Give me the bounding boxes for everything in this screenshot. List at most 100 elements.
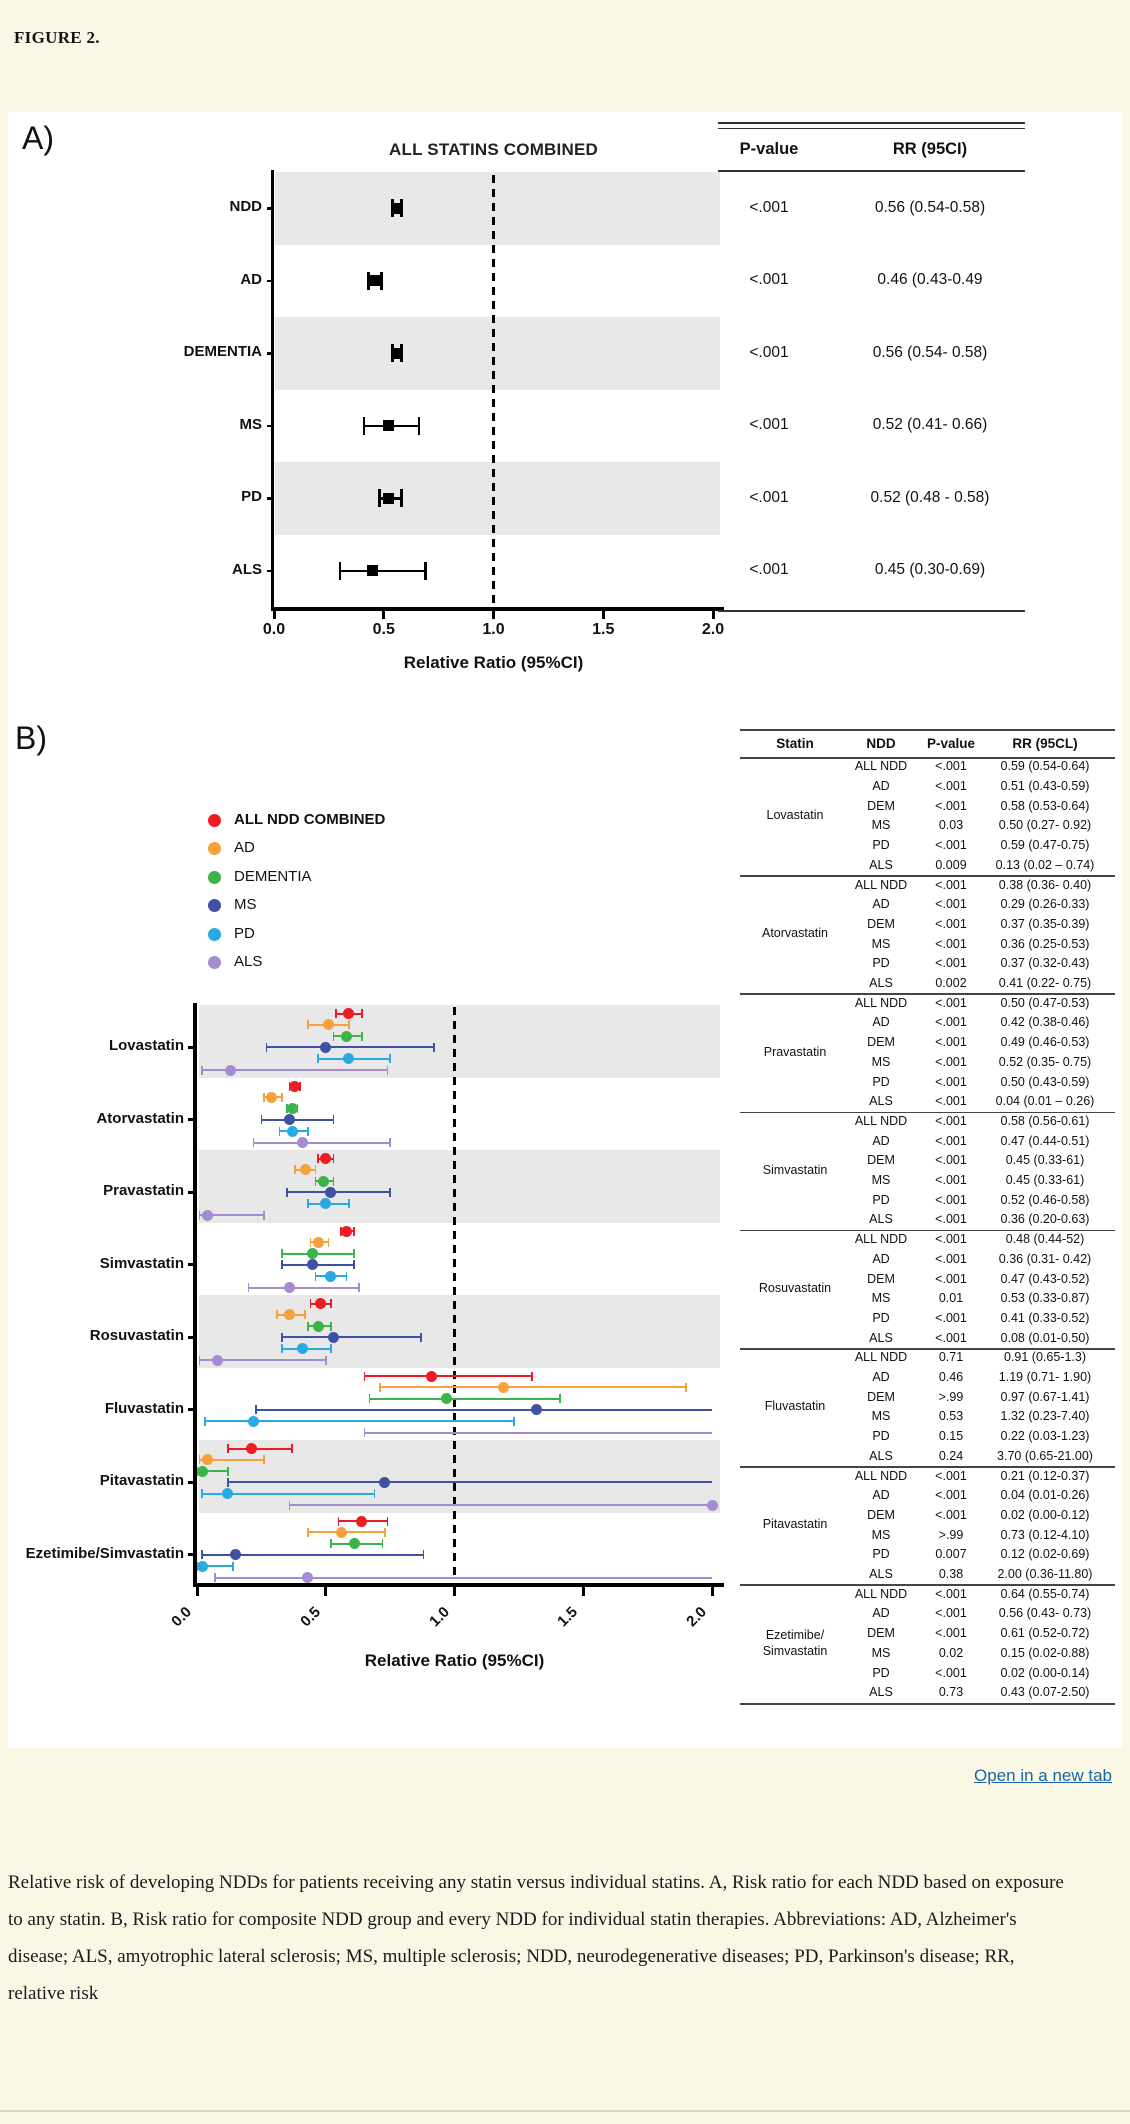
table-cell-rr: 2.00 (0.36-11.80) [997,1567,1093,1582]
ci-cap [353,1249,355,1259]
ci-cap [281,1344,283,1354]
y-axis-tick [188,1263,197,1267]
marker-square [369,275,381,287]
table-cell-pvalue: <.001 [935,1094,967,1109]
table-cell-rr: 0.29 (0.26-0.33) [1000,897,1090,912]
ci-cap [198,1210,201,1220]
table-cell-rr: 0.41 (0.33-0.52) [1000,1310,1090,1325]
x-tick-label: 0.5 [372,621,395,638]
open-in-new-tab-link[interactable]: Open in a new tab [974,1766,1112,1785]
table-cell-pvalue: <.001 [935,956,967,971]
table-cell-pvalue: <.001 [935,877,967,892]
ci-cap [281,1332,283,1342]
marker-dot [284,1309,296,1321]
marker-dot [325,1186,337,1198]
table-cell-statin: Simvastatin [762,1162,828,1177]
table-rule [740,757,1115,759]
ci-cap [386,1065,389,1075]
ci-cap [353,1260,355,1270]
row-label: DEMENTIA [183,343,262,361]
ci-cap [198,1355,201,1365]
panel-a-table: P-value RR (95CI) <.001 0.56 (0.54-0.58) <.0… [8,112,1122,1748]
table-cell-rr: 0.52 (0.46-0.58) [1000,1192,1090,1207]
ci-bar [227,1481,712,1484]
table-cell-ndd: PD [872,1192,890,1207]
table-cell-rr: 0.15 (0.02-0.88) [1000,1645,1090,1660]
table-cell-pvalue: <.001 [935,1310,967,1325]
table-cell-pvalue: <.001 [935,1054,967,1069]
table-cell-ndd: DEM [867,1626,895,1641]
table-rule [740,729,1115,731]
marker-dot [379,1476,391,1488]
table-cell-ndd: ALL NDD [854,1468,908,1483]
table-cell-ndd: ALL NDD [854,1232,908,1247]
ci-cap [201,1065,203,1075]
x-tick-label: 1.5 [592,621,615,638]
x-tick-label: 1.0 [482,621,505,638]
ci-cap [422,1550,425,1560]
ci-cap [685,1382,688,1392]
ci-cap [227,1477,229,1487]
ci-cap [389,1187,391,1197]
ci-cap [201,1550,203,1560]
ci-cap [362,416,366,435]
table-cell-rr: 0.02 (0.00-0.12) [1000,1507,1090,1522]
ci-cap [420,1332,422,1342]
marker-dot [289,1080,301,1092]
table-cell-pvalue: 0.38 [938,1567,964,1582]
marker-dot [284,1282,296,1293]
ci-cap [379,1382,381,1392]
table-cell-rr: 0.58 (0.56-0.61) [1000,1113,1090,1128]
ci-cap [286,1187,288,1197]
table-cell-pvalue: <.001 [935,1665,967,1680]
ci-cap [353,1226,355,1236]
table-cell-pvalue: 0.007 [935,1547,967,1562]
table-cell-ndd: ALS [869,857,893,872]
table-cell-pvalue: 0.24 [938,1448,964,1463]
marker-dot [497,1381,509,1393]
ci-bar [256,1408,712,1411]
ci-cap [201,1489,203,1499]
table-cell-pvalue: <.001 [935,1586,967,1601]
ci-bar [248,1286,360,1289]
table-cell-pvalue: <.001 [935,1232,967,1247]
y-axis-tick [188,1045,197,1049]
table-cell-rr: 0.97 (0.67-1.41) [1000,1389,1090,1404]
table-cell-ndd: ALL NDD [854,1350,908,1365]
ci-cap [263,1210,265,1220]
x-axis-tick [272,610,276,619]
marker-dot [212,1354,224,1366]
table-cell-ndd: PD [872,1310,890,1325]
ci-cap [252,1138,255,1147]
table-cell-ndd: AD [872,1606,890,1621]
table-cell-statin: Ezetimibe/ Simvastatin [762,1627,828,1658]
table-cell-ndd: AD [872,1133,890,1148]
marker-dot [320,1198,332,1210]
legend-item-label: MS [234,896,257,913]
group-band [199,1295,720,1368]
y-axis-tick [188,1118,197,1122]
ci-cap [276,1310,278,1320]
table-cell-rr: 0.56 (0.43- 0.73) [998,1606,1092,1621]
ci-cap [324,1355,327,1365]
column-header: RR (95CL) [1012,736,1078,751]
table-cell-pvalue: <.001 [935,1626,967,1641]
table-cell-pvalue: <.001 [935,1488,967,1503]
marker-dot [266,1091,278,1103]
marker-square [367,565,379,577]
marker-dot [286,1125,298,1137]
ci-cap [332,1031,335,1041]
ci-cap [281,1092,283,1102]
ci-cap [424,561,427,580]
marker-dot [201,1209,213,1221]
ci-bar [281,1336,422,1339]
table-cell-rr: 0.52 (0.48 - 0.58) [870,488,990,506]
row-label: MS [239,415,263,433]
figure-image[interactable]: A) ALL STATINS COMBINED NDD AD DEMENTIA MS P… [8,112,1122,1748]
table-rule [718,610,1025,612]
marker-dot [302,1572,314,1583]
ci-bar [281,1252,355,1255]
reference-line [453,1007,456,1581]
ci-bar [202,1069,388,1071]
table-cell-pvalue: <.001 [935,759,967,774]
